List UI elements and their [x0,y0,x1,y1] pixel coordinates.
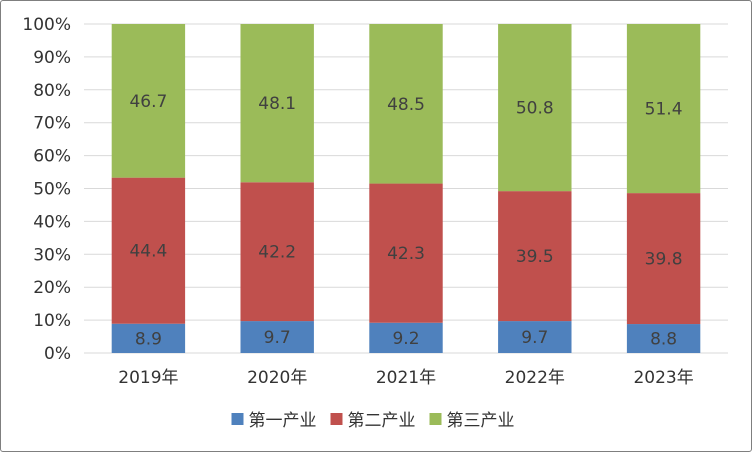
data-label: 8.8 [650,330,677,350]
legend-swatch [330,413,343,425]
data-label: 44.4 [129,242,167,262]
bar-segment [111,323,186,353]
bar-segment [111,24,186,178]
data-label: 51.4 [645,100,683,120]
data-label: 48.5 [387,95,425,115]
data-label: 50.8 [516,99,554,119]
bar-segment [369,322,443,353]
y-tick-label: 60% [33,147,71,167]
bar-segment [498,191,572,322]
bar-segment [240,182,314,322]
data-label: 9.7 [264,328,291,348]
data-labels: 8.9 44.4 46.7 9.7 42.2 48.1 9.2 42.3 48.5 9.7 39.5… [129,92,682,350]
data-label: 48.1 [258,94,296,114]
y-tick-label: 50% [33,180,71,200]
bar-segment [498,24,572,192]
bar-segment [626,193,701,325]
data-label: 42.3 [387,244,425,264]
x-category-label: 2020年 [247,368,307,388]
legend-label: 第二产业 [348,411,416,431]
y-tick-label: 30% [33,245,71,265]
legend-label: 第三产业 [447,411,515,431]
data-label: 39.5 [516,247,554,267]
data-label: 46.7 [129,92,167,112]
bar-series [111,24,701,353]
x-category-label: 2022年 [505,368,565,388]
legend: 第一产业 第二产业 第三产业 [231,411,515,431]
bar-segment [369,24,443,184]
legend-swatch [231,413,244,425]
bar-segment [498,321,572,353]
y-tick-label: 40% [33,212,71,232]
x-category-label: 2021年 [376,368,436,388]
bar-segment [369,183,443,323]
bar-segment [111,177,186,324]
y-tick-label: 20% [33,278,71,298]
x-category-label: 2019年 [118,368,178,388]
y-tick-label: 100% [22,15,71,35]
y-tick-label: 70% [33,114,71,134]
legend-swatch [429,413,442,425]
x-axis-category-labels: 2019年 2020年 2021年 2022年 2023年 [118,368,693,388]
x-category-label: 2023年 [633,368,693,388]
y-tick-label: 10% [33,311,71,331]
legend-label: 第一产业 [249,411,317,431]
bar-segment [240,24,314,183]
bar-segment [626,324,701,353]
data-label: 39.8 [645,250,683,270]
y-tick-label: 0% [44,344,71,364]
bar-segment [626,24,701,194]
y-tick-label: 80% [33,81,71,101]
bar-segment [240,321,314,353]
y-tick-label: 90% [33,48,71,68]
data-label: 9.2 [392,329,419,349]
data-label: 8.9 [135,329,162,349]
data-label: 9.7 [521,328,548,348]
data-label: 42.2 [258,243,296,263]
y-axis-tick-labels: 0% 10% 20% 30% 40% 50% 60% 70% 80% 90% 100% [22,15,71,364]
